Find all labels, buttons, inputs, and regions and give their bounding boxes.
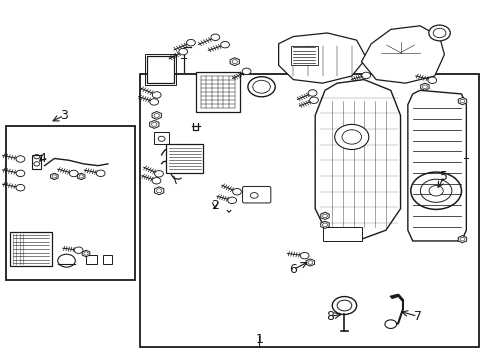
Circle shape	[309, 97, 318, 103]
Circle shape	[232, 189, 241, 195]
Circle shape	[179, 48, 187, 55]
Circle shape	[52, 175, 57, 178]
Circle shape	[220, 41, 229, 48]
Circle shape	[83, 252, 88, 255]
Polygon shape	[361, 26, 444, 83]
Circle shape	[151, 122, 157, 126]
Circle shape	[307, 261, 312, 264]
Circle shape	[422, 85, 427, 89]
Circle shape	[232, 60, 237, 64]
Polygon shape	[315, 80, 400, 241]
Circle shape	[300, 252, 308, 259]
Circle shape	[152, 177, 161, 184]
Circle shape	[247, 77, 275, 97]
Bar	[140, 74, 478, 347]
Text: 2: 2	[211, 199, 219, 212]
Polygon shape	[407, 90, 466, 241]
Circle shape	[156, 189, 162, 193]
Circle shape	[242, 68, 250, 75]
Polygon shape	[457, 98, 466, 105]
Polygon shape	[77, 173, 85, 180]
Circle shape	[16, 184, 25, 191]
Circle shape	[384, 320, 396, 328]
Circle shape	[79, 175, 83, 178]
Circle shape	[307, 90, 316, 96]
Circle shape	[16, 156, 25, 162]
Circle shape	[322, 223, 327, 226]
Text: 1: 1	[255, 333, 263, 346]
Text: 4: 4	[38, 152, 46, 165]
Bar	[144, 54, 176, 85]
Polygon shape	[154, 187, 163, 195]
Polygon shape	[149, 121, 159, 129]
Bar	[103, 255, 112, 264]
Circle shape	[334, 125, 368, 149]
Polygon shape	[230, 58, 239, 66]
Circle shape	[427, 77, 436, 84]
Circle shape	[186, 40, 195, 46]
Polygon shape	[82, 250, 90, 257]
Circle shape	[250, 193, 258, 198]
Polygon shape	[50, 173, 58, 180]
Polygon shape	[420, 83, 428, 90]
Circle shape	[74, 247, 83, 253]
Text: 3: 3	[60, 109, 68, 122]
Bar	[147, 56, 173, 83]
Circle shape	[16, 170, 25, 177]
Text: 7: 7	[413, 310, 421, 323]
FancyBboxPatch shape	[242, 186, 270, 203]
Bar	[154, 132, 168, 144]
Text: 8: 8	[325, 310, 333, 323]
Circle shape	[96, 170, 105, 176]
Circle shape	[428, 25, 449, 41]
Bar	[5, 126, 135, 280]
Bar	[166, 144, 203, 173]
Polygon shape	[457, 235, 466, 243]
Bar	[86, 255, 97, 264]
Circle shape	[152, 92, 161, 98]
Bar	[10, 232, 52, 266]
Circle shape	[459, 99, 464, 103]
Text: 5: 5	[440, 170, 447, 183]
Circle shape	[149, 99, 158, 105]
Polygon shape	[152, 112, 161, 120]
Circle shape	[154, 113, 159, 117]
Polygon shape	[320, 212, 328, 220]
Circle shape	[361, 72, 370, 78]
Bar	[195, 72, 239, 112]
Circle shape	[428, 185, 442, 196]
Bar	[290, 45, 317, 65]
Bar	[32, 155, 41, 169]
Circle shape	[331, 297, 356, 315]
Bar	[322, 226, 361, 241]
Circle shape	[410, 172, 461, 210]
Circle shape	[154, 171, 163, 177]
Circle shape	[69, 170, 78, 177]
Circle shape	[459, 237, 464, 241]
Circle shape	[158, 136, 164, 141]
Circle shape	[58, 254, 75, 267]
Circle shape	[322, 214, 327, 218]
Polygon shape	[305, 259, 314, 266]
Circle shape	[210, 34, 219, 41]
Polygon shape	[278, 33, 366, 83]
Circle shape	[227, 197, 236, 203]
Text: 6: 6	[289, 263, 297, 276]
Polygon shape	[320, 221, 328, 228]
